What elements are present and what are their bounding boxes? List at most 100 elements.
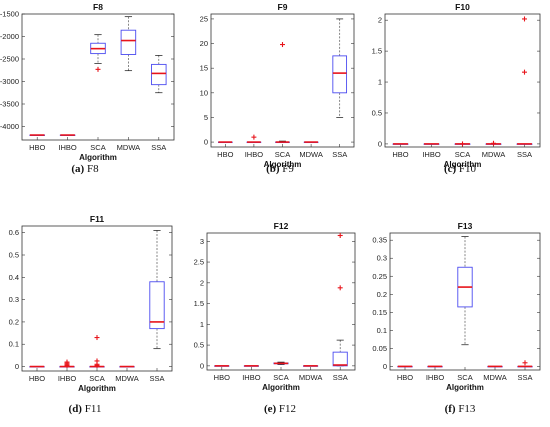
y-tick-label: 0.25 [372, 272, 387, 281]
x-tick-label: HBO [397, 373, 413, 382]
subplot-f11: F11 0 0.1 0.2 0.3 0.4 0.5 0.6 HBO IHBO SCA MDWA SSA A… [9, 214, 173, 393]
box-ihbo [243, 365, 259, 367]
y-tick-label: -1500 [0, 10, 19, 19]
box-sca [273, 361, 289, 365]
x-tick-label: SSA [517, 373, 532, 382]
x-tick-label: SCA [457, 373, 472, 382]
x-tick-label: MDWA [117, 143, 140, 152]
chart-title: F8 [93, 2, 103, 12]
iqr-box [149, 281, 165, 330]
x-tick-label: SCA [275, 150, 290, 159]
iqr-box [332, 351, 348, 367]
box-ihbo [246, 134, 262, 144]
box-sca [89, 335, 105, 368]
x-tick-label: IHBO [422, 150, 441, 159]
y-tick-label: 0 [378, 139, 382, 148]
x-tick-label: HBO [392, 150, 408, 159]
x-tick-label: SSA [517, 150, 532, 159]
x-tick-label: MDWA [483, 373, 506, 382]
x-tick-label: IHBO [245, 150, 264, 159]
y-tick-label: 25 [200, 14, 208, 23]
outlier-marker [280, 42, 285, 48]
chart-title: F10 [455, 2, 470, 12]
x-tick-label: MDWA [299, 150, 322, 159]
y-tick-label: 0.15 [372, 308, 387, 317]
subplot-f9: F9 0 5 10 15 20 25 HBO IHBO SCA MDWA SSA Algorithm [200, 2, 355, 169]
box-ssa [332, 18, 348, 118]
y-tick-label: 0.3 [377, 254, 387, 263]
caption-name: F10 [456, 163, 476, 175]
caption-name: F11 [82, 403, 101, 415]
box-mdwa [487, 365, 503, 368]
x-tick-label: IHBO [426, 373, 445, 382]
iqr-box [151, 63, 167, 86]
y-tick-label: 3 [200, 237, 204, 246]
x-tick-label: IHBO [242, 373, 261, 382]
x-tick-label: HBO [29, 143, 45, 152]
y-tick-label: 2.5 [194, 258, 204, 267]
box-ssa [517, 360, 533, 368]
x-axis-label: Algorithm [446, 383, 484, 392]
x-tick-label: MDWA [482, 150, 505, 159]
chart-title: F9 [278, 2, 288, 12]
box-ihbo [423, 143, 440, 145]
x-tick-label: MDWA [299, 373, 322, 382]
subfigure-caption: (b) F9 [266, 163, 294, 175]
y-tick-label: 2 [378, 16, 382, 25]
box-hbo [29, 365, 45, 368]
y-tick-label: 1.5 [194, 299, 204, 308]
caption-letter: (b) [266, 163, 280, 175]
y-tick-label: 0 [200, 361, 204, 370]
caption-name: F12 [276, 403, 296, 415]
box-sca [275, 42, 290, 144]
x-tick-label: SSA [149, 374, 164, 383]
caption-letter: (d) [69, 403, 83, 415]
box-hbo [217, 141, 233, 144]
outlier-marker [64, 359, 70, 365]
box-mdwa [303, 141, 319, 144]
y-tick-label: 0.2 [377, 290, 387, 299]
x-tick-label: SCA [89, 374, 104, 383]
x-tick-label: IHBO [58, 374, 77, 383]
iqr-box [332, 55, 348, 94]
box-ihbo [59, 359, 75, 368]
y-tick-label: 1.5 [372, 47, 382, 56]
outlier-marker [491, 140, 496, 146]
y-tick-label: 20 [200, 39, 208, 48]
chart-title: F12 [274, 221, 289, 231]
y-tick-label: 0 [15, 362, 19, 371]
subplot-f13: F13 0 0.05 0.1 0.15 0.2 0.25 0.3 0.35 HBO IHBO SCA M… [372, 221, 541, 392]
y-tick-label: 0.1 [377, 326, 387, 335]
y-tick-label: 0.5 [194, 341, 204, 350]
x-tick-label: SSA [151, 143, 166, 152]
y-tick-label: 1 [378, 78, 382, 87]
box-mdwa [303, 365, 319, 367]
outlier-marker [95, 66, 101, 72]
plot-frame [389, 232, 541, 371]
y-tick-label: 0.2 [9, 317, 19, 326]
box-ssa [332, 232, 348, 367]
outlier-marker [522, 16, 527, 22]
y-tick-label: 10 [200, 88, 208, 97]
caption-name: F9 [280, 163, 295, 175]
subfigure-caption: (a) F8 [71, 163, 99, 175]
y-tick-label: -2000 [0, 32, 19, 41]
outlier-marker [522, 69, 527, 75]
plot-frame [384, 13, 541, 148]
y-tick-label: 15 [200, 64, 208, 73]
box-hbo [29, 134, 45, 137]
y-tick-label: 0.5 [372, 108, 382, 117]
y-tick-label: -2500 [0, 55, 19, 64]
box-mdwa [120, 16, 137, 72]
y-tick-label: 0 [383, 362, 387, 371]
plot-frame [206, 232, 356, 371]
box-hbo [392, 143, 409, 145]
caption-letter: (a) [71, 163, 84, 175]
box-mdwa [119, 365, 135, 368]
x-tick-label: SCA [273, 373, 288, 382]
subfigure-caption: (f) F13 [445, 403, 476, 415]
subfigure-caption: (c) F10 [444, 163, 477, 175]
x-axis-label: Algorithm [262, 383, 300, 392]
caption-name: F13 [456, 403, 476, 415]
